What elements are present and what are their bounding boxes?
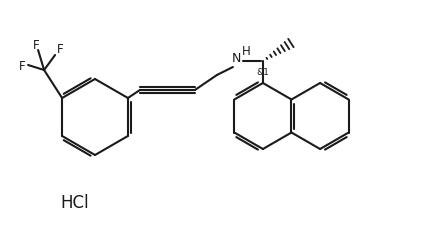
- Text: H: H: [241, 44, 250, 57]
- Text: F: F: [19, 59, 25, 72]
- Text: F: F: [33, 38, 39, 51]
- Text: N: N: [232, 51, 241, 64]
- Text: HCl: HCl: [61, 193, 89, 211]
- Text: F: F: [57, 42, 63, 55]
- Text: &1: &1: [256, 67, 269, 76]
